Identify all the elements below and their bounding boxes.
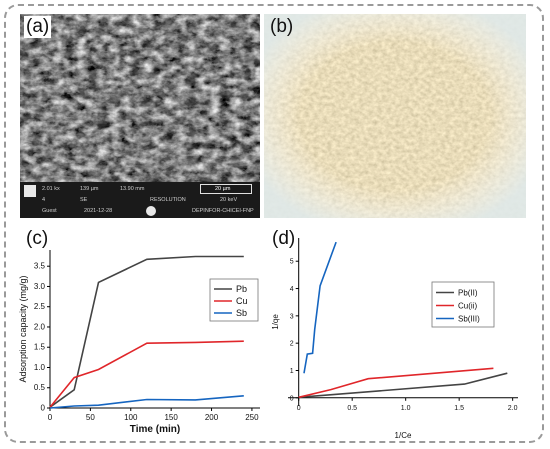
- sem-info-mag: 2.01 kx: [42, 186, 60, 192]
- chart-c-x-tick-label: 250: [245, 413, 259, 422]
- chart-c-series-line-1: [49, 340, 244, 408]
- sem-info-bar: 2.01 kx 139 µm 13.90 mm 4 SE RESOLUTION …: [20, 182, 260, 218]
- chart-d-legend-box: [431, 281, 495, 328]
- chart-d-y-tick-label: 2: [290, 341, 294, 348]
- chart-c-adsorption: 0 50 100 150 200 250 0 0.5 1.0 1.5 2.0 2.5 3.0 3.5 Tim…: [18, 250, 260, 435]
- panel-c-label: (c): [26, 228, 49, 249]
- sem-info-spot: 4: [42, 197, 46, 203]
- chart-d-legend-label-2: Sb(III): [458, 315, 480, 324]
- chart-c-legend-label-1: Cu: [236, 296, 248, 306]
- sem-info-mode: RESOLUTION: [150, 197, 186, 203]
- sem-info-fov: 139 µm: [80, 186, 99, 192]
- chart-c-series-line-0: [49, 255, 244, 408]
- chart-c-x-tick-label: 200: [205, 413, 219, 422]
- sem-texture: [20, 14, 260, 182]
- chart-d-x-tick-label: 1.0: [401, 405, 411, 412]
- chart-c-y-tick-label: 3.5: [34, 262, 46, 271]
- chart-c-series-line-2: [49, 395, 244, 409]
- chart-d-y-tick-label: 5: [290, 259, 294, 266]
- chart-c-y-tick-label: 0: [41, 404, 46, 413]
- chart-d-x-axis-label: 1/Ce: [395, 431, 412, 440]
- chart-c-y-axis-label: Adsorption capacity (mg/g): [18, 275, 28, 382]
- chart-d-y-tick-label: 1: [290, 368, 294, 375]
- chart-d-series-line-0: [298, 372, 508, 399]
- sem-info-wd: 13.90 mm: [120, 186, 145, 192]
- chart-c-y-tick-label: 1.5: [34, 343, 46, 352]
- chart-d-x-tick-label: 1.5: [454, 405, 464, 412]
- figure-frame: [4, 4, 544, 443]
- chart-c-legend-label-0: Pb: [236, 284, 247, 294]
- chart-c-x-axis-label: Time (min): [130, 424, 180, 435]
- sem-info-lab: DEPINFOR-CHICEI-FNP: [192, 208, 254, 214]
- chart-c-x-tick-label: 100: [124, 413, 138, 422]
- chart-d-legend-label-0: Pb(II): [458, 289, 478, 298]
- sem-info-det: SE: [80, 197, 88, 203]
- panel-d-label: (d): [272, 228, 296, 249]
- chart-d-isotherm: 0 0.5 1.0 1.5 2.0 0 1 2 3 4 5 1/Ce 1/qe Pb(II) Cu(ii) S…: [271, 238, 518, 440]
- chart-c-y-tick-label: 2.5: [34, 302, 46, 311]
- sem-scalebar-label: 20 µm: [215, 186, 231, 192]
- sem-logo-icon: [24, 185, 36, 197]
- sem-info-date: 2021-12-28: [84, 208, 113, 214]
- chart-d-series-line-2: [303, 241, 337, 374]
- sem-info-hv: 20 keV: [220, 197, 238, 203]
- chart-c-x-tick-label: 0: [48, 413, 53, 422]
- chart-d-y-tick-label: 0: [290, 395, 294, 402]
- sem-scalebar: 20 µm: [200, 184, 252, 194]
- sem-info-user: Guest: [42, 208, 57, 214]
- panel-a-label: (a): [24, 16, 52, 38]
- chart-d-legend-label-1: Cu(ii): [458, 302, 477, 311]
- chart-d-y-axis-label: 1/qe: [271, 314, 280, 330]
- chart-c-x-tick-label: 150: [164, 413, 178, 422]
- chart-c-y-tick-label: 0.5: [34, 383, 46, 392]
- chart-d-x-tick-label: 0.5: [347, 405, 357, 412]
- chart-c-x-tick-label: 50: [86, 413, 95, 422]
- chart-c-y-tick-label: 1.0: [34, 363, 46, 372]
- chart-c-legend-label-2: Sb: [236, 308, 247, 318]
- chart-d-y-tick-label: 4: [290, 286, 294, 293]
- sem-seal-icon: [146, 206, 156, 216]
- chart-c-y-tick-label: 3.0: [34, 282, 46, 291]
- chart-c-legend-box: [209, 278, 259, 322]
- chart-c-y-tick-label: 2.0: [34, 322, 46, 331]
- chart-d-x-tick-label: 2.0: [508, 405, 518, 412]
- granules-photo: [264, 14, 526, 218]
- panel-a-sem-image: 2.01 kx 139 µm 13.90 mm 4 SE RESOLUTION …: [20, 14, 260, 218]
- chart-d-y-tick-label: 3: [290, 313, 294, 320]
- panel-b-photo: (b): [264, 14, 526, 218]
- chart-d-series-line-1: [298, 367, 494, 399]
- panel-b-label: (b): [270, 16, 294, 37]
- chart-d-x-tick-label: 0: [297, 405, 301, 412]
